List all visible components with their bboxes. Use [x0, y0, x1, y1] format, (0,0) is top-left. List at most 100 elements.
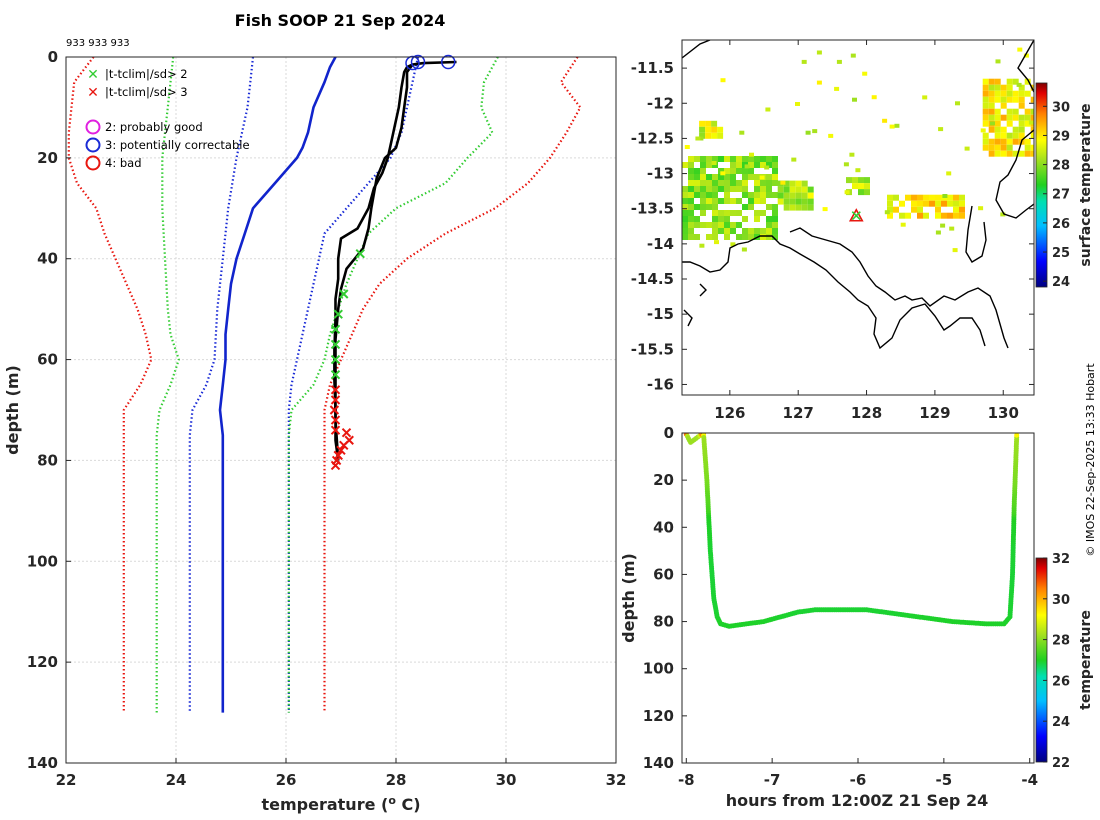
- time-y-tick-label: 80: [653, 613, 674, 631]
- sst-cell: [699, 126, 706, 133]
- sst-cell: [777, 198, 784, 205]
- sst-cell: [846, 177, 852, 184]
- sst-cell: [941, 200, 947, 207]
- sst-cell: [730, 198, 736, 204]
- time-y-tick-label: 140: [643, 754, 674, 772]
- sst-cell: [742, 180, 748, 186]
- sst-cell: [718, 222, 724, 228]
- sst-cell: [923, 200, 929, 207]
- sst-cell: [1030, 132, 1034, 139]
- sst-cell: [736, 180, 742, 186]
- sst-cell: [953, 206, 959, 213]
- map-y-tick-label: -12: [647, 94, 674, 112]
- sst-cell: [772, 174, 778, 180]
- sst-cell: [1024, 144, 1031, 151]
- time-y-label: depth (m): [619, 553, 638, 643]
- sst-cell: [682, 210, 688, 216]
- sst-cell: [700, 180, 706, 186]
- sst-cell: [765, 107, 771, 112]
- sst-cell: [828, 133, 834, 138]
- sst-cell: [711, 132, 718, 139]
- sst-cell: [694, 204, 700, 210]
- legend-entry-bad: 4: bad: [105, 156, 142, 170]
- sst-cell: [730, 174, 736, 180]
- sst-cell: [742, 192, 748, 198]
- sst-cell: [754, 228, 760, 234]
- sst-cell: [706, 162, 712, 168]
- profile-plot-area: [66, 57, 616, 763]
- sst-cell: [712, 234, 718, 240]
- sst-cell: [700, 174, 706, 180]
- sst-cell: [988, 126, 995, 133]
- sst-cell: [1006, 144, 1013, 151]
- sst-cell: [994, 126, 1001, 133]
- sst-colorbar-ticks: 24 25 26 27 28 29 30: [1043, 100, 1070, 290]
- sst-cell: [917, 206, 923, 213]
- sst-cell: [718, 168, 724, 174]
- profile-axes-box: [65, 56, 617, 764]
- sst-cell: [748, 192, 754, 198]
- sst-cell: [688, 192, 694, 198]
- sst-cell: [772, 180, 778, 186]
- sst-cell: [1006, 108, 1013, 115]
- sst-cell: [688, 204, 694, 210]
- sst-cell: [720, 78, 726, 83]
- sst-cell: [724, 228, 730, 234]
- sst-cell: [688, 186, 694, 192]
- time-y-tick-label: 0: [664, 424, 674, 442]
- sst-cell: [766, 156, 772, 162]
- time-y-tick-label: 100: [643, 660, 674, 678]
- sst-cell: [982, 78, 989, 85]
- legend-x-marker-green: ✕: [87, 67, 99, 83]
- sst-cell: [712, 222, 718, 228]
- sst-cb-tick-label: 27: [1052, 188, 1070, 203]
- sst-cell: [717, 126, 724, 133]
- sst-cell: [801, 59, 807, 64]
- sst-cell: [694, 156, 700, 162]
- sst-cell: [712, 204, 718, 210]
- sst-cell: [688, 222, 694, 228]
- sst-cell: [917, 200, 923, 207]
- sst-cell: [858, 183, 864, 190]
- sst-cell: [736, 210, 742, 216]
- sst-cell: [946, 171, 952, 176]
- sst-cell: [700, 198, 706, 204]
- temp-colorbar-label: temperature: [1078, 610, 1094, 710]
- sst-cell: [982, 108, 989, 115]
- sst-cell: [836, 59, 842, 64]
- sst-cell: [911, 206, 917, 213]
- sst-cell: [766, 204, 772, 210]
- sst-cell: [858, 189, 864, 196]
- sst-cell: [816, 50, 822, 55]
- y-tick-label: 20: [37, 149, 58, 167]
- sst-cell: [724, 156, 730, 162]
- map-y-tick-label: -16: [647, 375, 674, 393]
- sst-cell: [1024, 138, 1031, 145]
- sst-cell: [760, 234, 766, 240]
- sst-cell: [705, 126, 712, 133]
- sst-cell: [994, 78, 1001, 85]
- map-x-tick-label: 128: [851, 404, 882, 422]
- sst-cell: [682, 204, 688, 210]
- flag-x-marker: [330, 395, 341, 405]
- sst-cell: [1024, 78, 1031, 85]
- flag-x-marker: [336, 445, 346, 456]
- sst-cell: [1024, 90, 1031, 97]
- sst-cell: [766, 162, 772, 168]
- sst-cell: [917, 212, 923, 219]
- sst-colorbar-label: surface temperature: [1078, 103, 1094, 266]
- sst-cell: [783, 180, 790, 187]
- sst-cell: [712, 198, 718, 204]
- sst-cell: [959, 200, 965, 207]
- legend-x-marker-red: ✕: [87, 85, 99, 101]
- sst-cell: [712, 174, 718, 180]
- sst-cell: [953, 194, 959, 201]
- map-y-tick-label: -12.5: [631, 129, 674, 147]
- sst-cell: [718, 228, 724, 234]
- sst-cell: [1000, 126, 1007, 133]
- sst-cell: [940, 223, 946, 228]
- y-tick-label: 60: [37, 351, 58, 369]
- temp-cb-tick-label: 26: [1052, 674, 1070, 689]
- station-triangle: [848, 208, 864, 222]
- sst-cell: [688, 168, 694, 174]
